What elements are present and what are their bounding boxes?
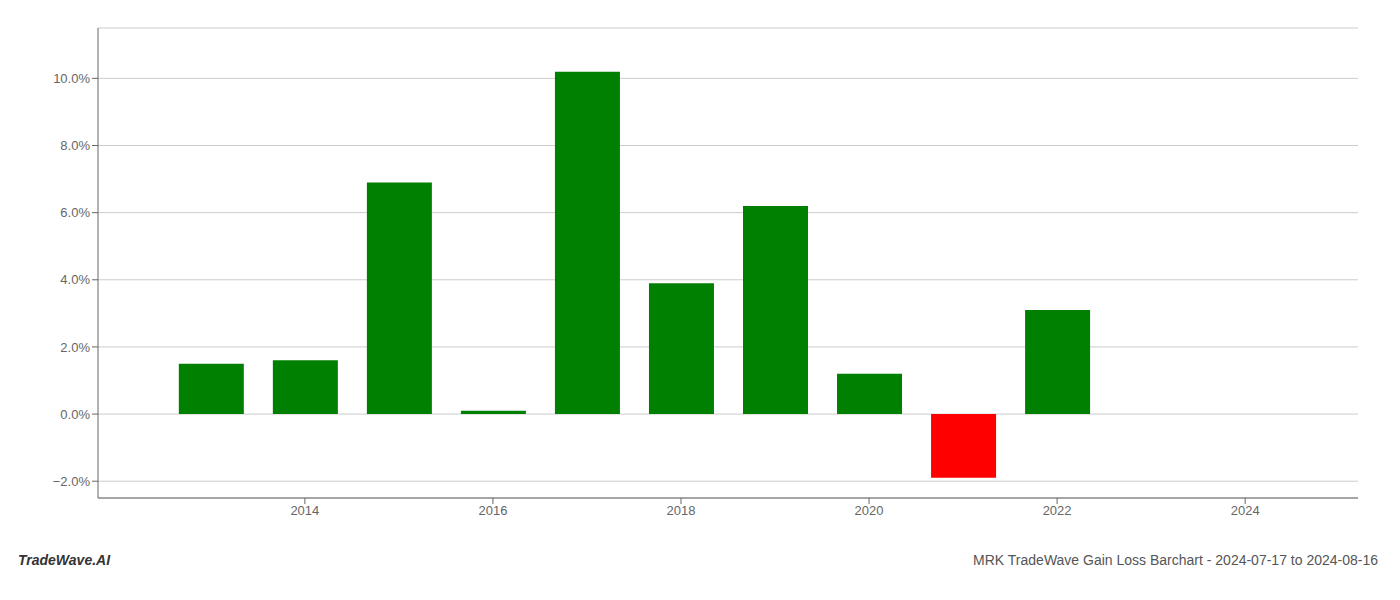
svg-text:6.0%: 6.0% xyxy=(60,205,90,220)
svg-text:2024: 2024 xyxy=(1231,503,1260,518)
html-text:MRK TradeWave Gain Loss Barcha: MRK TradeWave Gain Loss Barchart - 2024-… xyxy=(973,552,1378,568)
svg-text:10.0%: 10.0% xyxy=(53,71,90,86)
svg-text:2016: 2016 xyxy=(478,503,507,518)
svg-text:2020: 2020 xyxy=(855,503,884,518)
svg-text:2.0%: 2.0% xyxy=(60,340,90,355)
svg-text:0.0%: 0.0% xyxy=(60,407,90,422)
svg-text:8.0%: 8.0% xyxy=(60,138,90,153)
svg-text:4.0%: 4.0% xyxy=(60,272,90,287)
svg-text:2022: 2022 xyxy=(1043,503,1072,518)
html-text:TradeWave.AI: TradeWave.AI xyxy=(18,552,111,568)
svg-text:2014: 2014 xyxy=(290,503,319,518)
svg-text:2018: 2018 xyxy=(667,503,696,518)
svg-text:−2.0%: −2.0% xyxy=(53,474,91,489)
